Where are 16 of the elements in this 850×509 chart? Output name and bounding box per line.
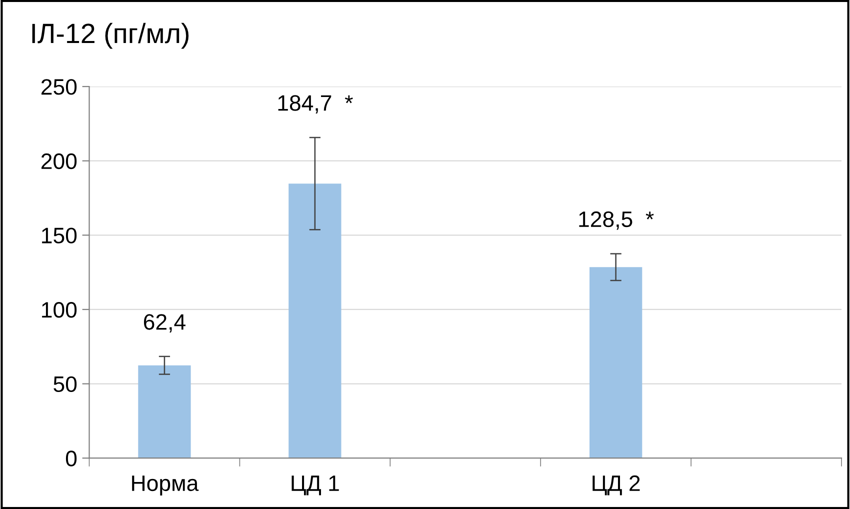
y-tick-label: 50 — [54, 376, 77, 392]
x-tick-label: Норма — [132, 476, 199, 496]
y-tick-label: 250 — [41, 79, 77, 95]
bar — [589, 267, 642, 458]
y-tick-label: 100 — [42, 302, 77, 318]
data-label: 184,7 * — [278, 95, 353, 114]
y-tick-label: 0 — [66, 450, 77, 466]
x-tick-label: ЦД 2 — [592, 475, 640, 496]
data-label: 128,5 * — [579, 211, 654, 230]
chart-title: ІЛ-12 (пг/мл) — [32, 22, 189, 49]
y-tick-label: 200 — [41, 153, 77, 170]
data-label: 62,4 — [144, 314, 186, 332]
bar — [138, 365, 191, 458]
x-tick-label: ЦД 1 — [292, 476, 339, 496]
bar — [288, 184, 342, 458]
y-tick-label: 150 — [42, 228, 77, 244]
